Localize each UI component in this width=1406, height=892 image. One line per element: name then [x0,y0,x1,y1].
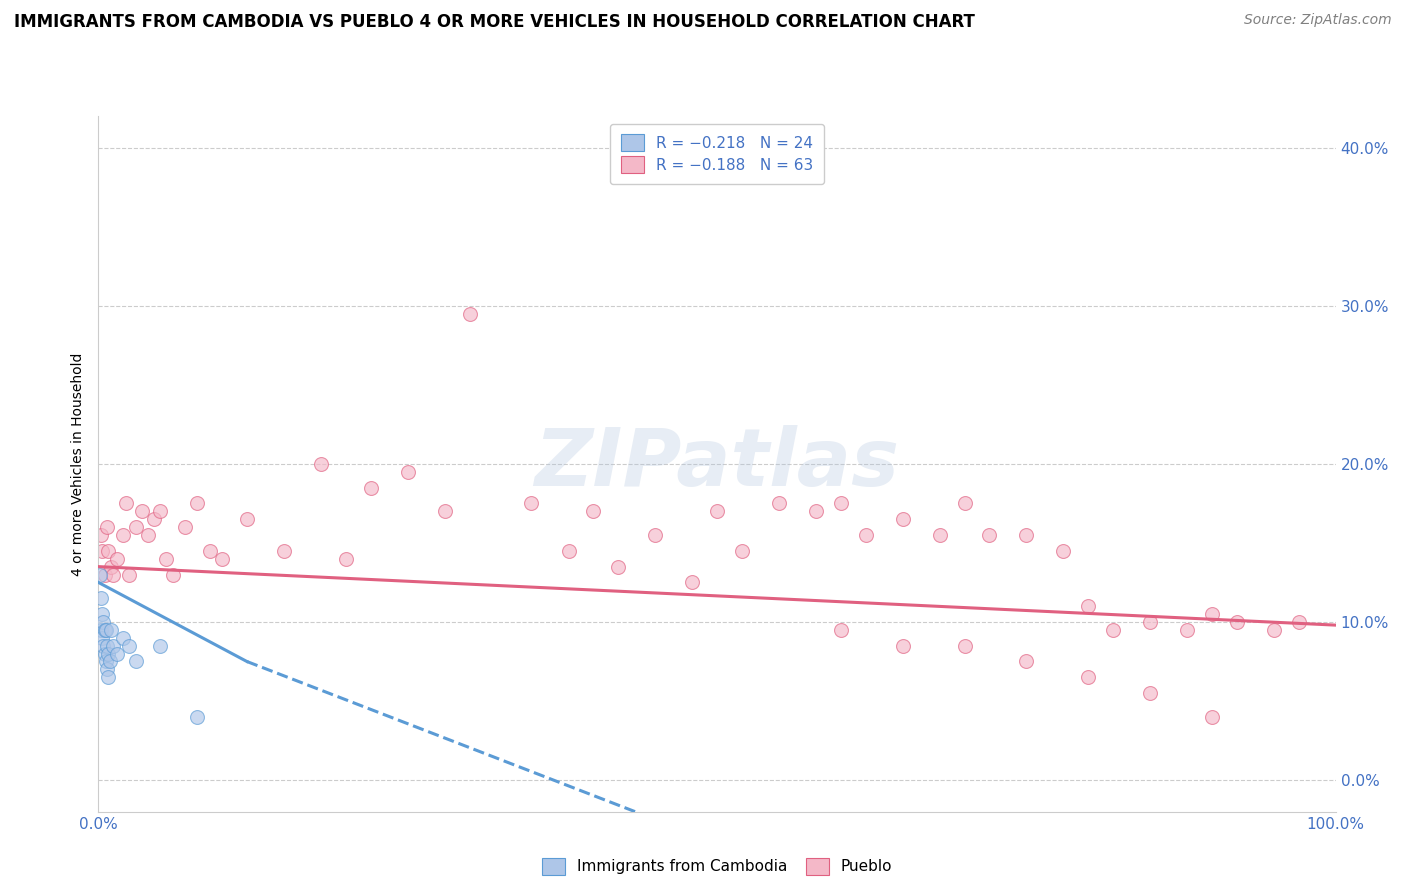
Point [103,567,125,582]
Point [1015,655,1038,669]
Point [236,512,259,526]
Point [105,647,128,661]
Point [1139,686,1161,700]
Point [891,512,914,526]
Point [131,504,153,518]
Point [1102,623,1125,637]
Point [90,528,112,542]
Point [143,512,166,526]
Point [155,551,177,566]
Point [1175,623,1198,637]
Point [112,528,135,542]
Point [681,575,703,590]
Point [607,559,630,574]
Point [582,504,605,518]
Point [94,623,117,637]
Point [1226,615,1249,629]
Point [162,567,184,582]
Point [93,615,115,629]
Point [309,457,332,471]
Point [93,623,115,637]
Point [103,639,125,653]
Point [273,543,295,558]
Point [433,504,456,518]
Point [149,504,172,518]
Point [118,639,141,653]
Point [100,559,122,574]
Point [830,496,852,510]
Point [112,631,135,645]
Legend: Immigrants from Cambodia, Pueblo: Immigrants from Cambodia, Pueblo [536,852,898,880]
Point [118,567,141,582]
Point [124,520,146,534]
Point [458,307,481,321]
Point [91,607,114,621]
Point [830,623,852,637]
Point [90,623,112,637]
Point [1052,543,1074,558]
Point [1139,615,1161,629]
Point [186,710,208,724]
Point [979,528,1001,542]
Text: IMMIGRANTS FROM CAMBODIA VS PUEBLO 4 OR MORE VEHICLES IN HOUSEHOLD CORRELATION C: IMMIGRANTS FROM CAMBODIA VS PUEBLO 4 OR … [14,13,974,31]
Point [91,543,114,558]
Point [96,662,118,676]
Point [97,670,120,684]
Point [91,631,114,645]
Point [557,543,579,558]
Point [1201,607,1223,621]
Point [96,520,118,534]
Text: Source: ZipAtlas.com: Source: ZipAtlas.com [1244,13,1392,28]
Point [731,543,754,558]
Point [891,639,914,653]
Y-axis label: 4 or more Vehicles in Household: 4 or more Vehicles in Household [72,352,86,575]
Point [804,504,827,518]
Point [93,647,115,661]
Point [97,647,120,661]
Point [98,655,121,669]
Point [520,496,543,510]
Point [100,623,122,637]
Point [335,551,357,566]
Point [1077,670,1099,684]
Point [1263,623,1285,637]
Point [953,496,976,510]
Point [136,528,159,542]
Point [1288,615,1310,629]
Point [186,496,208,510]
Text: ZIPatlas: ZIPatlas [534,425,900,503]
Point [114,496,136,510]
Point [644,528,666,542]
Point [90,591,112,606]
Point [953,639,976,653]
Point [1015,528,1038,542]
Point [105,551,128,566]
Point [89,567,111,582]
Point [93,567,115,582]
Point [96,639,118,653]
Point [97,543,120,558]
Point [768,496,790,510]
Point [198,543,221,558]
Point [149,639,172,653]
Point [1077,599,1099,614]
Point [93,639,115,653]
Point [706,504,728,518]
Point [855,528,877,542]
Point [396,465,419,479]
Point [124,655,146,669]
Point [211,551,233,566]
Point [1201,710,1223,724]
Point [928,528,950,542]
Point [94,655,117,669]
Point [174,520,197,534]
Point [360,481,382,495]
